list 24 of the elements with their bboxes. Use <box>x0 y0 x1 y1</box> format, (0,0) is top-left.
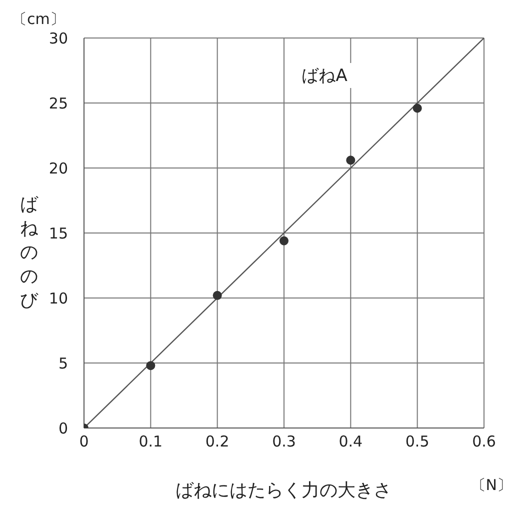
text: 〔N〕 <box>470 476 512 495</box>
y-axis-title: ばねののび <box>20 193 40 313</box>
y-tick-label: 0 <box>58 419 68 438</box>
x-tick-label: 0.6 <box>472 432 496 451</box>
x-tick-label: 0.3 <box>272 432 296 451</box>
x-tick-label: 0.1 <box>138 432 163 451</box>
x-tick-label: 0.4 <box>338 432 363 451</box>
point <box>346 156 356 165</box>
x-tick-label: 0.5 <box>405 432 430 451</box>
text: ばねA <box>296 63 352 88</box>
y-tick-label: 20 <box>48 159 68 178</box>
y-tick-label: 15 <box>48 224 68 242</box>
y-tick-label: 5 <box>58 354 68 372</box>
point <box>279 236 289 246</box>
text: 〔cm〕 <box>12 10 65 29</box>
point <box>212 290 222 300</box>
x-tick-label: 0 <box>79 432 89 451</box>
y-tick-label: 25 <box>48 94 68 112</box>
x-tick-label: 0.2 <box>205 432 230 451</box>
y-tick-label: 30 <box>48 29 68 48</box>
y-tick-label: 10 <box>48 289 68 308</box>
point <box>412 104 422 113</box>
x-axis-title: ばねにはたらく力の大きさ <box>176 480 392 501</box>
point <box>146 361 156 370</box>
